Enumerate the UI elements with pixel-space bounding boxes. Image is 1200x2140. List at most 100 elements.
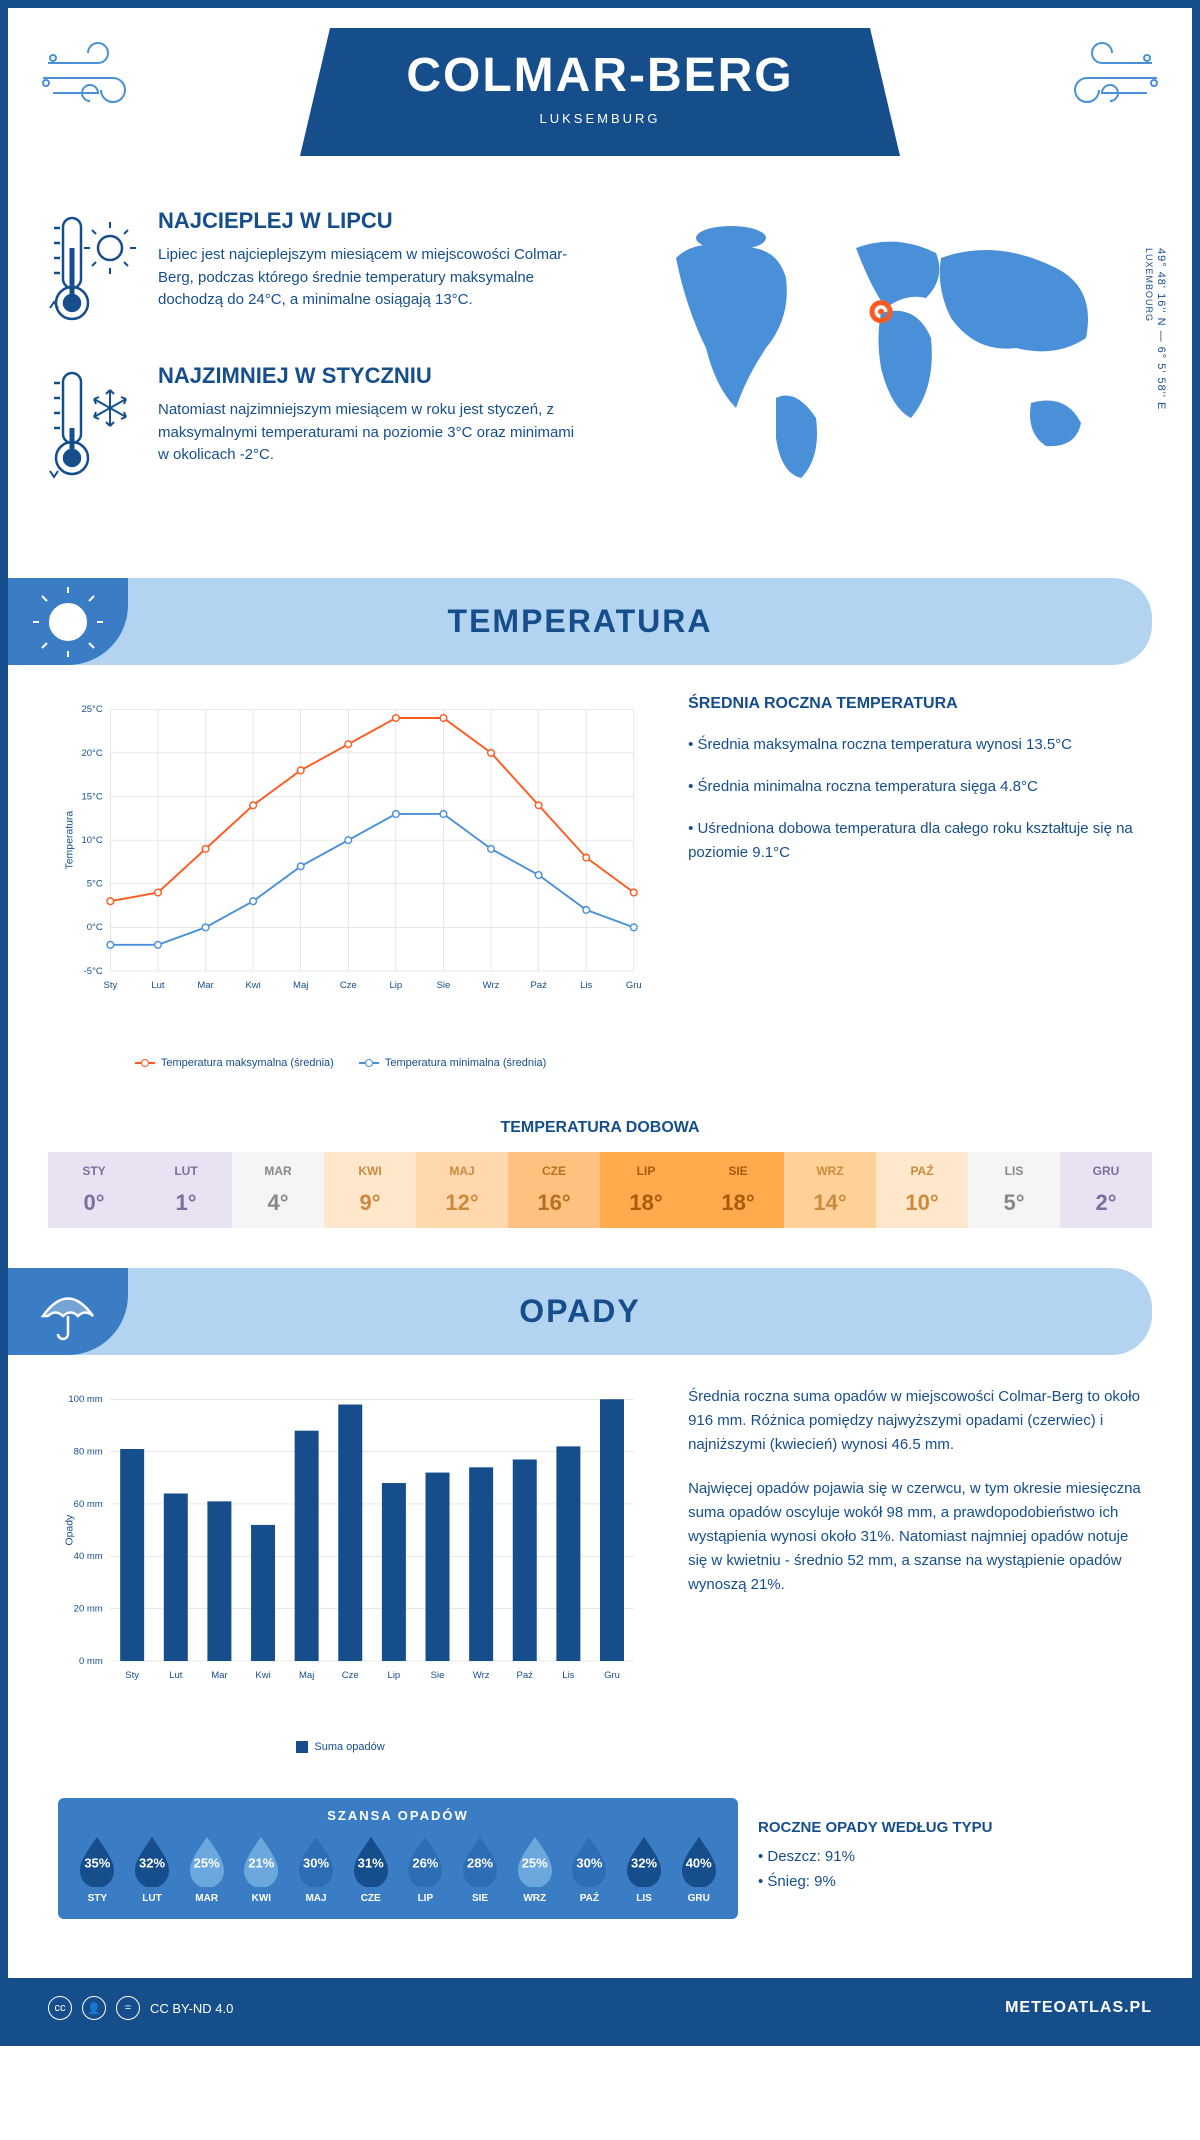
rain-chance-item: 32% LUT (128, 1833, 177, 1904)
temp-bullet: • Średnia maksymalna roczna temperatura … (688, 733, 1142, 757)
svg-text:100 mm: 100 mm (68, 1394, 102, 1405)
svg-text:Temperatura: Temperatura (64, 811, 75, 870)
svg-text:60 mm: 60 mm (74, 1498, 103, 1509)
world-map-container: 49° 48' 16'' N — 6° 5' 58'' E LUXEMBOURG (620, 208, 1152, 518)
fact-warmest-title: NAJCIEPLEJ W LIPCU (158, 208, 580, 234)
daily-temp-cell: WRZ14° (784, 1152, 876, 1228)
svg-text:Lip: Lip (388, 1670, 401, 1681)
temp-bullet: • Średnia minimalna roczna temperatura s… (688, 775, 1142, 799)
daily-temp-cell: LUT1° (140, 1152, 232, 1228)
svg-text:80 mm: 80 mm (74, 1446, 103, 1457)
daily-temp-title: TEMPERATURA DOBOWA (8, 1119, 1192, 1137)
svg-text:Sty: Sty (103, 980, 117, 991)
page: COLMAR-BERG LUKSEMBURG NAJCIEPLEJ W LIPC… (0, 0, 1200, 2046)
daily-temp-cell: LIS5° (968, 1152, 1060, 1228)
rain-chance-title: SZANSA OPADÓW (73, 1808, 723, 1823)
svg-text:Mar: Mar (197, 980, 213, 991)
svg-text:5°C: 5°C (87, 879, 103, 890)
daily-temp-table: STY0° LUT1° MAR4° KWI9° MAJ12° CZE16° LI… (48, 1152, 1152, 1228)
svg-text:15°C: 15°C (82, 791, 103, 802)
rain-chance-item: 26% LIP (401, 1833, 450, 1904)
rain-chance-item: 30% MAJ (292, 1833, 341, 1904)
svg-text:0°C: 0°C (87, 922, 103, 933)
svg-text:0 mm: 0 mm (79, 1655, 103, 1666)
title-banner: COLMAR-BERG LUKSEMBURG (300, 28, 900, 156)
daily-temp-cell: MAR4° (232, 1152, 324, 1228)
precipitation-banner: OPADY (8, 1268, 1152, 1355)
rain-chance-row: 35% STY 32% LUT 25% MAR 21% KWI (73, 1833, 723, 1904)
svg-text:Wrz: Wrz (483, 980, 500, 991)
rain-chance-item: 31% CZE (346, 1833, 395, 1904)
svg-text:40 mm: 40 mm (74, 1551, 103, 1562)
rain-chance-item: 35% STY (73, 1833, 122, 1904)
temp-info-title: ŚREDNIA ROCZNA TEMPERATURA (688, 695, 1142, 713)
rain-info-p1: Średnia roczna suma opadów w miejscowośc… (688, 1385, 1142, 1457)
daily-temp-cell: PAŹ10° (876, 1152, 968, 1228)
umbrella-icon (8, 1268, 128, 1355)
svg-text:Kwi: Kwi (245, 980, 260, 991)
daily-temp-cell: CZE16° (508, 1152, 600, 1228)
fact-coldest-body: Natomiast najzimniejszym miesiącem w rok… (158, 399, 580, 467)
precipitation-bar-chart: 0 mm20 mm40 mm60 mm80 mm100 mmStyLutMarK… (58, 1385, 648, 1759)
svg-text:Lis: Lis (562, 1670, 574, 1681)
wind-icon-left (38, 38, 158, 123)
svg-text:Paź: Paź (530, 980, 547, 991)
temperature-line-chart: -5°C 0°C 5°C 10°C 15°C 20°C 25°C Sty Lut Mar Kwi Ma… (58, 695, 648, 1069)
daily-temp-cell: STY0° (48, 1152, 140, 1228)
fact-coldest: NAJZIMNIEJ W STYCZNIU Natomiast najzimni… (48, 363, 580, 488)
temperature-banner: TEMPERATURA (8, 578, 1152, 665)
country-subtitle: LUKSEMBURG (300, 111, 900, 126)
license-text: CC BY-ND 4.0 (150, 2001, 233, 2016)
svg-text:Sie: Sie (431, 1670, 445, 1681)
footer-license: cc 👤 = CC BY-ND 4.0 (48, 1996, 233, 2020)
intro-facts: NAJCIEPLEJ W LIPCU Lipiec jest najcieple… (48, 208, 580, 518)
svg-text:-5°C: -5°C (84, 966, 103, 977)
svg-text:Cze: Cze (340, 980, 357, 991)
rain-info-p2: Najwięcej opadów pojawia się w czerwcu, … (688, 1477, 1142, 1597)
temperature-title: TEMPERATURA (8, 603, 1152, 640)
precipitation-content: 0 mm20 mm40 mm60 mm80 mm100 mmStyLutMarK… (8, 1385, 1192, 1789)
thermometer-hot-icon (48, 208, 138, 333)
svg-text:Sty: Sty (125, 1670, 139, 1681)
rain-chance-item: 21% KWI (237, 1833, 286, 1904)
svg-text:Maj: Maj (299, 1670, 314, 1681)
rain-chance-item: 40% GRU (674, 1833, 723, 1904)
rain-chance-item: 25% WRZ (510, 1833, 559, 1904)
svg-text:Gru: Gru (604, 1670, 620, 1681)
svg-text:20°C: 20°C (82, 748, 103, 759)
temp-bullet: • Uśredniona dobowa temperatura dla całe… (688, 817, 1142, 865)
daily-temp-cell: KWI9° (324, 1152, 416, 1228)
city-title: COLMAR-BERG (300, 48, 900, 103)
svg-text:Opady: Opady (64, 1514, 75, 1546)
precipitation-title: OPADY (8, 1293, 1152, 1330)
svg-text:Wrz: Wrz (473, 1670, 490, 1681)
svg-text:25°C: 25°C (82, 704, 103, 715)
rain-type-item: • Deszcz: 91% (758, 1848, 1142, 1865)
rain-type-item: • Śnieg: 9% (758, 1873, 1142, 1890)
sun-icon (8, 578, 128, 665)
temp-info-bullets: • Średnia maksymalna roczna temperatura … (688, 733, 1142, 865)
cc-icon: cc (48, 1996, 72, 2020)
daily-temp-cell: LIP18° (600, 1152, 692, 1228)
temperature-info: ŚREDNIA ROCZNA TEMPERATURA • Średnia mak… (688, 695, 1142, 1069)
rain-type-box: ROCZNE OPADY WEDŁUG TYPU • Deszcz: 91% • … (708, 1819, 1192, 1928)
daily-temp-cell: SIE18° (692, 1152, 784, 1228)
precipitation-info: Średnia roczna suma opadów w miejscowośc… (688, 1385, 1142, 1759)
svg-text:Lut: Lut (151, 980, 165, 991)
svg-text:Lip: Lip (390, 980, 403, 991)
svg-text:20 mm: 20 mm (74, 1603, 103, 1614)
svg-text:10°C: 10°C (82, 835, 103, 846)
svg-text:Gru: Gru (626, 980, 642, 991)
rain-type-title: ROCZNE OPADY WEDŁUG TYPU (758, 1819, 1142, 1836)
rain-chance-item: 32% LIS (620, 1833, 669, 1904)
footer: cc 👤 = CC BY-ND 4.0 METEOATLAS.PL (8, 1978, 1192, 2038)
svg-text:Cze: Cze (342, 1670, 359, 1681)
rain-chance-item: 28% SIE (456, 1833, 505, 1904)
svg-text:Sie: Sie (437, 980, 451, 991)
rain-chance-box: SZANSA OPADÓW 35% STY 32% LUT 25% MAR 21… (58, 1798, 738, 1919)
rain-chance-item: 30% PAŹ (565, 1833, 614, 1904)
wind-icon-right (1042, 38, 1162, 123)
nd-icon: = (116, 1996, 140, 2020)
fact-warmest-text: NAJCIEPLEJ W LIPCU Lipiec jest najcieple… (158, 208, 580, 333)
svg-text:Maj: Maj (293, 980, 308, 991)
